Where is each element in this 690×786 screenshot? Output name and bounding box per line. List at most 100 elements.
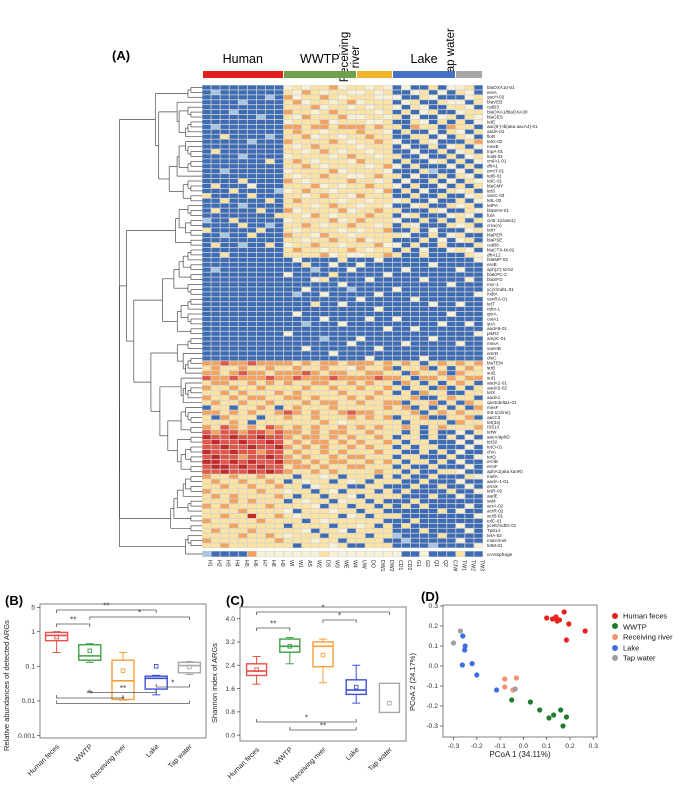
heatmap-column-label: W1 [297,560,303,568]
heatmap-row-label: catB3 [487,105,499,110]
y-tick-label: 3.2 [226,639,236,646]
heatmap-row-label: ermT-01 [487,169,505,174]
heatmap-row-label: yceE/mdtG-01 [487,523,517,528]
data-point [474,672,480,678]
heatmap-column-label: H7 [261,560,267,567]
data-point [549,616,556,622]
heatmap-row-label: tetC-01 [487,178,503,183]
y-tick-label: 0.1 [429,643,439,650]
heatmap-row-label: aadA-01 [487,129,505,134]
heatmap-row-label: mdtA [487,292,499,297]
group-bar-1 [284,71,356,78]
heatmap-row-label: aac(6')-Ib(aka aacA4)-01 [487,124,538,129]
legend-entry: Lake [612,639,639,652]
heatmap-row-label: blaVEB [487,100,502,105]
heatmap-row-label: mcr-1 [487,282,499,287]
category-label: Tap water [167,743,194,770]
legend-entry: Receiving river [612,628,673,641]
group-bar-3 [392,71,456,78]
heatmap-row-label: blaPSE [487,238,502,243]
sig-bracket [56,695,124,699]
panel-d-xlabel: PCoA 1 (34.11%) [489,750,551,759]
heatmap-row-label: acrA-02 [487,504,504,509]
heatmap-row-label: blaOXA10-01 [487,85,515,90]
heatmap-row-label: blaOXA1/blaOXA30 [487,109,528,114]
heatmap-row-label: ereB [487,262,497,267]
data-point [493,687,500,693]
data-point [469,661,475,667]
pcoa-scatter: -0.3 -0.2 -0.1 0.0 0.1 0.2 0.3 0.3 0.2 0.1 0.0 -0.1… [426,603,598,750]
heatmap-column-label: Q1 [433,560,439,567]
legend-dot-icon [612,612,618,619]
box [279,638,301,653]
heatmap-row-label: aph(2')-Id-02 [487,267,514,272]
box [312,641,334,668]
y-tick-label: 2.4 [226,662,236,669]
data-point [556,617,563,623]
heatmap-row-label: mexF [487,405,499,410]
sig-label: * [321,604,324,613]
y-tick-label: 5 [31,605,35,612]
box [177,661,202,674]
heatmap-row-label: catB8 [487,242,499,247]
data-point [462,647,468,653]
data-point [558,707,564,713]
heatmap-row-label: ermF [487,464,498,469]
panel-b-ylabel: Relative abundances of detected ARGs [2,620,11,751]
heatmap-row-label: ycjY/mdtL-01 [487,287,514,292]
panel-b-label: (B) [5,593,24,608]
heatmap-row-label: acrB-01 [487,513,504,518]
category-label: WWTP [274,746,295,767]
heatmap-column-label: G2 [424,560,430,567]
heatmap-grid [202,85,483,557]
heatmap-column-label: Q2 [442,560,448,567]
heatmap-row-label: tetG-02 [487,139,503,144]
category-label: Human feces [227,746,261,780]
group-label: Receiving river [339,31,363,83]
y-tick-label: -0.3 [426,723,438,730]
x-tick-label: -0.3 [448,743,460,750]
heatmap-row-label: dfrA12 [487,252,501,257]
data-point [546,715,552,721]
x-tick-label: -0.2 [471,743,483,750]
heatmap-row-label: tetX [487,390,495,395]
legend-dot-icon [612,633,618,640]
x-tick-label: 0.3 [589,743,599,750]
y-tick-label: 0.1 [26,664,36,671]
heatmap-row-label: aadA5-02 [487,385,507,390]
category-label: Human feces [27,743,61,777]
heatmap-row-label: tetQ [487,454,496,459]
heatmap-group-bar [0,71,690,79]
heatmap-row-label: sul2 [487,371,496,376]
panel-d-label: (D) [421,589,440,604]
heatmap-column-label: DS [324,560,330,568]
heatmap-row-label: strA [487,321,496,326]
category-label: Lake [145,743,161,759]
category-label: WWTP [74,743,95,764]
x-tick-label: 0.1 [542,743,552,750]
heatmap-column-label: H2 [216,560,222,567]
heatmap-row-label: blaIMP-02 [487,257,508,262]
heatmap-row-label: vanRA-01 [487,297,508,302]
mean-marker [287,644,293,649]
heatmap-row-label: vanHB [487,346,501,351]
y-tick-label: 1 [31,629,35,636]
heatmap-row-label: ampC-01 [487,336,506,341]
x-tick-label: -0.1 [494,743,506,750]
data-point [450,640,457,646]
group-label: Human [222,52,263,66]
data-point [513,675,519,681]
heatmap-column-label: H6 [252,560,258,567]
data-point [560,723,566,729]
heatmap-column-label: H1 [207,560,213,567]
heatmap-row-label: blaCMY [487,183,503,188]
heatmap-row-label: tetA-02 [487,533,502,538]
y-tick-label: -0.1 [426,683,438,690]
heatmap-column-label: G1 [415,560,421,567]
box [78,644,102,661]
y-tick-label: 0.0 [226,732,236,739]
heatmap-row-label: tet(34) [487,420,501,425]
group-label: WWTP [300,52,340,66]
mean-marker [254,667,259,672]
